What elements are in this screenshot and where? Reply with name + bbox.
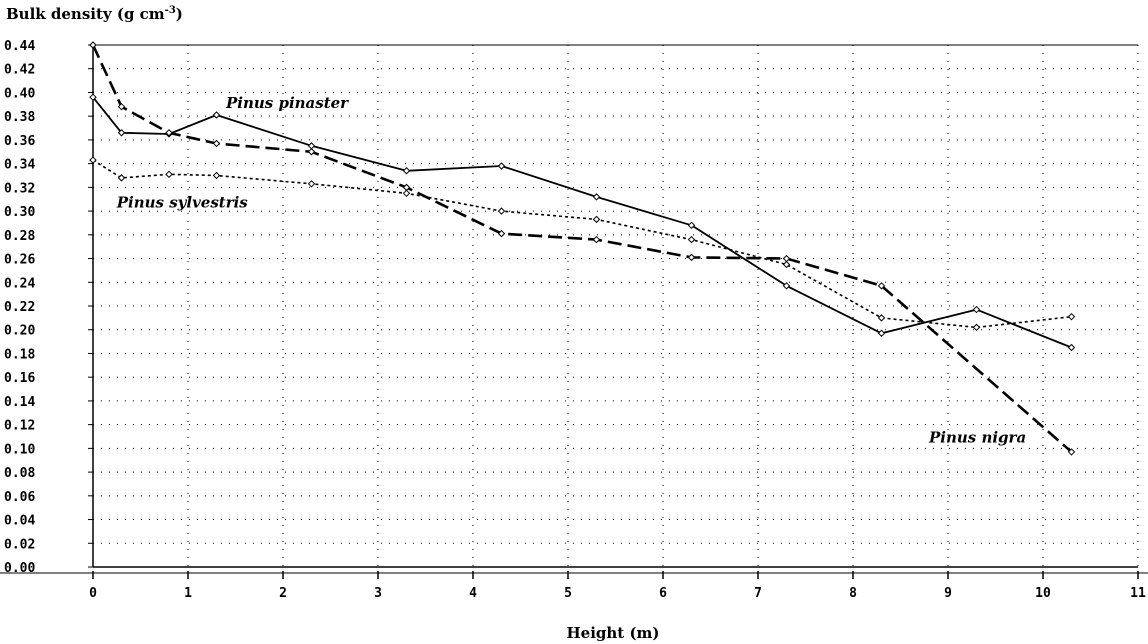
data-point-pinus-nigra-1 [117,102,126,111]
series-group [89,41,1076,456]
tick-label-y-0.44: 0.44 [4,39,35,54]
annotation-pinus-pinaster: Pinus pinaster [225,94,349,112]
tick-label-y-0.04: 0.04 [4,514,35,529]
data-point-pinus-sylvestris-5 [402,189,411,198]
tick-label-x-6: 6 [659,586,667,601]
tick-label-x-8: 8 [849,586,857,601]
data-point-pinus-pinaster-8 [687,221,696,230]
data-point-pinus-pinaster-11 [972,305,981,314]
data-point-pinus-pinaster-12 [1067,343,1076,352]
data-point-pinus-nigra-11 [1067,448,1076,456]
tick-label-y-0.26: 0.26 [4,253,35,268]
annotation-pinus-nigra: Pinus nigra [928,428,1026,446]
data-point-pinus-nigra-7 [592,235,601,244]
tick-label-y-0.08: 0.08 [4,466,35,481]
tick-label-y-0.32: 0.32 [4,181,35,196]
data-point-pinus-pinaster-6 [497,162,506,170]
tick-label-x-4: 4 [469,586,477,601]
tick-label-y-0.36: 0.36 [4,134,35,149]
tick-label-y-0.30: 0.30 [4,205,35,220]
data-point-pinus-nigra-3 [212,139,221,148]
series-line-pinus-pinaster [92,96,1072,349]
x-axis-ticks: 0 1 2 3 4 5 6 7 8 9 10 11 [89,571,1146,601]
data-point-pinus-sylvestris-7 [592,215,601,224]
data-point-pinus-sylvestris-1 [117,174,126,182]
tick-label-x-7: 7 [754,586,762,601]
data-point-pinus-nigra-5 [402,183,411,192]
data-point-pinus-pinaster-0 [89,93,97,101]
data-point-pinus-nigra-10 [877,282,886,290]
tick-label-x-10: 10 [1035,586,1051,601]
y-axis-label-superscript: -3 [165,5,176,16]
tick-label-y-0.02: 0.02 [4,537,35,552]
data-point-pinus-pinaster-4 [307,142,316,150]
tick-label-y-0.16: 0.16 [4,371,35,386]
data-point-pinus-pinaster-7 [592,193,601,201]
tick-label-x-5: 5 [564,586,572,601]
annotation-pinus-sylvestris: Pinus sylvestris [116,194,249,212]
data-point-pinus-pinaster-10 [877,329,886,337]
tick-label-y-0.22: 0.22 [4,300,35,315]
data-point-pinus-nigra-9 [782,254,791,263]
tick-label-y-0.00: 0.00 [4,561,35,576]
data-point-pinus-pinaster-5 [402,167,411,175]
data-point-pinus-nigra-2 [165,129,173,137]
tick-label-y-0.38: 0.38 [4,110,35,125]
annotations: Pinus pinaster Pinus sylvestris Pinus nigr… [116,94,1026,447]
tick-label-x-9: 9 [944,586,952,601]
grid [93,44,1139,567]
tick-label-y-0.18: 0.18 [4,347,35,362]
tick-label-y-0.06: 0.06 [4,490,35,505]
data-point-pinus-nigra-8 [687,253,696,262]
data-point-pinus-pinaster-9 [782,282,791,290]
data-point-pinus-sylvestris-0 [89,156,97,164]
y-axis-ticks: 0.00 0.02 0.04 0.06 0.08 0.10 0.12 0.14 0.16 0.18… [4,39,93,576]
x-axis-label: Height (m) [566,624,659,642]
data-point-pinus-sylvestris-9 [782,260,791,269]
data-point-pinus-pinaster-3 [212,111,221,119]
tick-label-y-0.14: 0.14 [4,395,35,410]
data-point-pinus-nigra-6 [497,229,506,238]
tick-label-y-0.20: 0.20 [4,324,35,339]
tick-label-y-0.10: 0.10 [4,442,35,457]
tick-label-y-0.34: 0.34 [4,158,35,173]
tick-label-x-11: 11 [1130,586,1146,601]
data-point-pinus-nigra-0 [89,41,97,49]
y-axis-label-end: ) [176,5,183,23]
data-point-pinus-sylvestris-8 [687,235,696,244]
tick-label-y-0.12: 0.12 [4,419,35,434]
data-point-pinus-nigra-4 [307,148,316,156]
tick-label-x-3: 3 [374,586,382,601]
series-line-pinus-nigra [91,44,1073,453]
data-point-pinus-sylvestris-2 [165,170,173,179]
tick-label-x-2: 2 [279,586,287,601]
data-point-pinus-sylvestris-11 [972,323,981,332]
tick-label-y-0.24: 0.24 [4,276,35,291]
series-line-pinus-sylvestris [92,159,1072,329]
tick-label-y-0.40: 0.40 [4,86,35,101]
data-point-pinus-sylvestris-4 [307,180,316,188]
data-point-pinus-sylvestris-10 [877,314,886,322]
tick-label-y-0.42: 0.42 [4,63,35,78]
data-point-pinus-sylvestris-12 [1067,312,1076,321]
y-axis-label: Bulk density (g cm-3) [6,5,183,23]
data-point-pinus-sylvestris-6 [497,207,506,215]
data-point-pinus-sylvestris-3 [212,171,221,180]
tick-label-x-1: 1 [184,586,192,601]
tick-label-x-0: 0 [89,586,97,601]
data-point-pinus-pinaster-1 [117,129,126,137]
tick-label-y-0.28: 0.28 [4,229,35,244]
